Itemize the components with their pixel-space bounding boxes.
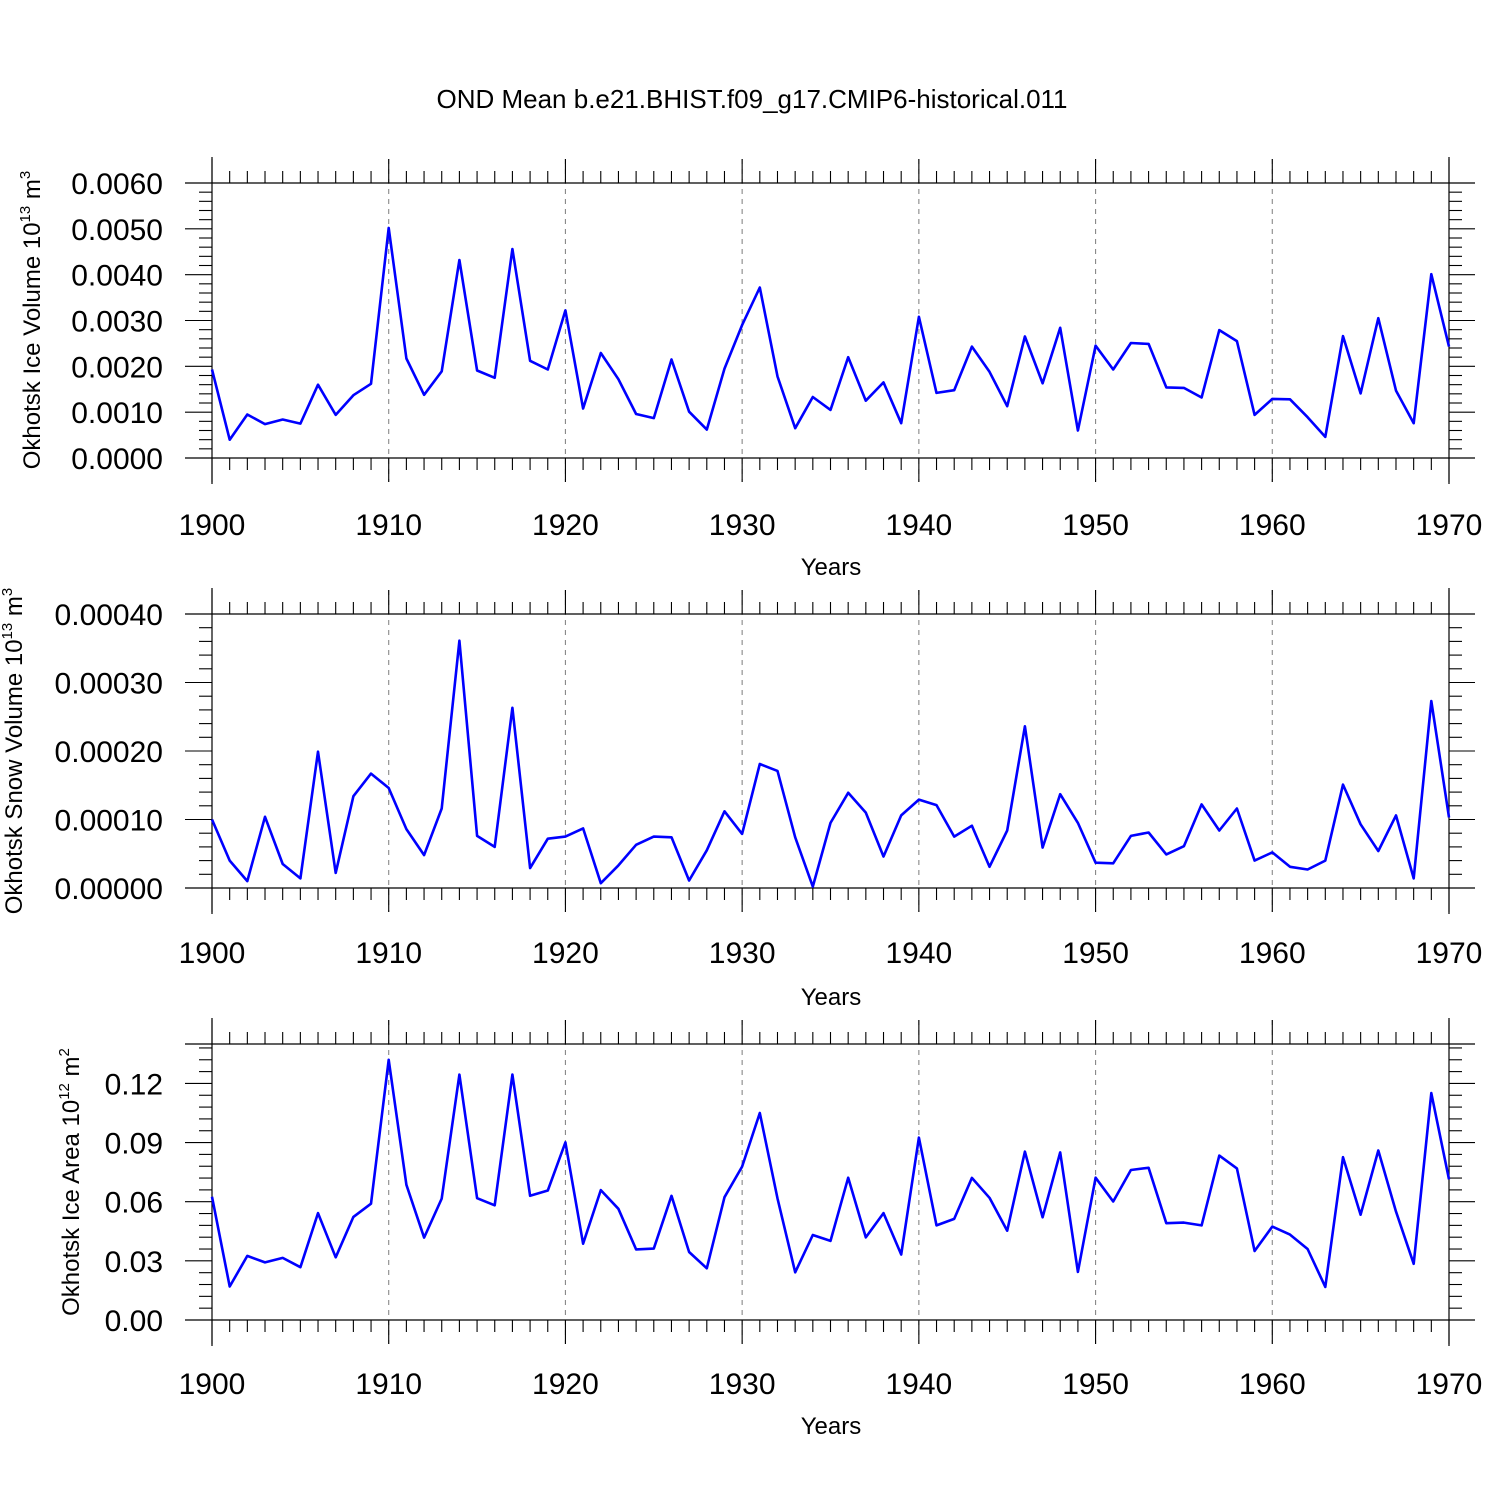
series-line: [210, 639, 1451, 888]
x-axis-title: Years: [801, 984, 862, 1011]
x-tick-label: 1970: [1416, 937, 1483, 970]
y-tick-label: 0.03: [105, 1246, 163, 1279]
x-tick-label: 1920: [532, 1368, 599, 1401]
y-tick-label: 0.0060: [71, 168, 163, 201]
x-tick-label: 1960: [1239, 937, 1306, 970]
x-tick-label: 1930: [709, 509, 776, 542]
x-tick-label: 1920: [532, 509, 599, 542]
y-tick-label: 0.06: [105, 1187, 163, 1220]
x-tick-label: 1940: [885, 937, 952, 970]
ice-area-panel: 0.00 0.03 0.06 0.09 0.12 1900 1910 1920 1930 1940…: [56, 1018, 1482, 1440]
x-tick-label: 1900: [179, 937, 246, 970]
y-tick-label: 0.12: [105, 1068, 163, 1101]
x-tick-label: 1940: [885, 509, 952, 542]
y-tick-label: 0.0000: [71, 443, 163, 476]
y-tick-label: 0.00: [105, 1305, 163, 1338]
x-tick-label: 1910: [355, 937, 422, 970]
y-axis-title: Okhotsk Ice Volume 1013 m3: [17, 171, 46, 470]
y-tick-label: 0.00000: [55, 873, 163, 906]
x-tick-label: 1930: [709, 1368, 776, 1401]
series-line: [210, 1058, 1451, 1289]
y-tick-label: 0.0030: [71, 306, 163, 339]
y-tick-label: 0.0020: [71, 351, 163, 384]
series-line: [210, 226, 1451, 442]
x-tick-label: 1960: [1239, 509, 1306, 542]
y-axis-title: Okhotsk Ice Area 1012 m2: [56, 1048, 85, 1316]
x-tick-label: 1900: [179, 509, 246, 542]
y-tick-label: 0.0040: [71, 260, 163, 293]
x-tick-label: 1900: [179, 1368, 246, 1401]
ice-volume-panel: 0.0000 0.0010 0.0020 0.0030 0.0040 0.0050 0.00…: [17, 157, 1482, 581]
x-tick-label: 1970: [1416, 509, 1483, 542]
x-axis-title: Years: [801, 554, 862, 581]
x-tick-label: 1920: [532, 937, 599, 970]
y-tick-label: 0.0010: [71, 397, 163, 430]
snow-volume-panel: 0.00000 0.00010 0.00020 0.00030 0.00040 1900 1…: [0, 588, 1482, 1011]
x-tick-label: 1960: [1239, 1368, 1306, 1401]
y-tick-label: 0.09: [105, 1128, 163, 1161]
y-tick-label: 0.00040: [55, 599, 163, 632]
x-tick-label: 1970: [1416, 1368, 1483, 1401]
x-tick-label: 1930: [709, 937, 776, 970]
x-tick-label: 1950: [1062, 937, 1129, 970]
y-tick-label: 0.0050: [71, 214, 163, 247]
x-tick-label: 1910: [355, 1368, 422, 1401]
x-tick-label: 1950: [1062, 1368, 1129, 1401]
y-tick-label: 0.00030: [55, 668, 163, 701]
y-tick-label: 0.00010: [55, 805, 163, 838]
y-axis-title: Okhotsk Snow Volume 1013 m3: [0, 588, 28, 915]
x-tick-label: 1950: [1062, 509, 1129, 542]
x-axis-title: Years: [801, 1413, 862, 1440]
chart-title: OND Mean b.e21.BHIST.f09_g17.CMIP6-histo…: [436, 84, 1067, 114]
x-tick-label: 1910: [355, 509, 422, 542]
x-tick-label: 1940: [885, 1368, 952, 1401]
y-tick-label: 0.00020: [55, 736, 163, 769]
